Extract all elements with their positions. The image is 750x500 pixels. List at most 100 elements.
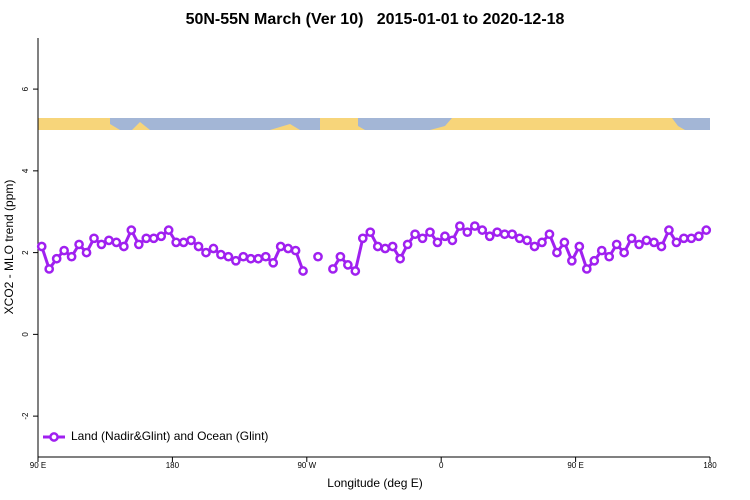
y-tick-label: 6 xyxy=(21,86,30,91)
point xyxy=(380,243,391,254)
point xyxy=(634,239,644,250)
point xyxy=(260,251,271,262)
point xyxy=(671,237,682,248)
point xyxy=(156,231,167,242)
x-tick-label: 180 xyxy=(703,461,717,470)
point xyxy=(447,235,458,246)
point xyxy=(581,264,592,274)
point xyxy=(268,257,279,268)
legend-label: Land (Nadir&Glint) and Ocean (Glint) xyxy=(71,429,268,443)
point xyxy=(216,249,226,260)
point xyxy=(51,253,62,264)
point xyxy=(343,260,353,270)
point xyxy=(656,241,667,252)
point xyxy=(693,231,704,242)
point xyxy=(133,239,144,250)
point xyxy=(275,241,286,252)
point xyxy=(66,251,77,262)
point xyxy=(574,241,585,252)
point xyxy=(514,233,525,244)
point xyxy=(126,225,137,235)
point xyxy=(492,227,503,238)
point xyxy=(171,237,181,248)
point xyxy=(499,229,510,240)
point xyxy=(96,239,107,250)
point xyxy=(567,255,577,266)
point xyxy=(186,235,196,246)
point xyxy=(686,233,697,244)
point xyxy=(626,233,637,244)
point xyxy=(350,266,361,276)
point xyxy=(664,225,674,235)
point xyxy=(357,233,368,244)
y-tick-label: 0 xyxy=(21,332,30,337)
point xyxy=(596,245,607,256)
chart-title: 50N-55N March (Ver 10) 2015-01-01 to 202… xyxy=(186,11,565,28)
point xyxy=(201,247,211,258)
point xyxy=(193,241,204,252)
point xyxy=(619,247,629,258)
point xyxy=(649,237,659,248)
point xyxy=(298,266,308,276)
point xyxy=(238,251,249,262)
point xyxy=(59,245,69,256)
point xyxy=(537,237,547,248)
point xyxy=(119,241,129,252)
point xyxy=(148,233,159,244)
point xyxy=(44,264,55,274)
y-tick-label: 4 xyxy=(21,168,30,173)
point xyxy=(387,241,398,252)
y-tick-label: -2 xyxy=(21,412,30,420)
x-tick-label: 180 xyxy=(166,461,180,470)
point xyxy=(402,239,413,250)
point xyxy=(111,237,122,248)
point xyxy=(372,241,383,252)
point xyxy=(231,255,241,266)
point xyxy=(163,225,174,235)
point xyxy=(178,237,189,248)
y-tick-label: 2 xyxy=(21,250,30,255)
point xyxy=(529,241,540,252)
point xyxy=(89,233,99,244)
point xyxy=(290,245,301,256)
point xyxy=(559,237,570,248)
point xyxy=(328,264,338,274)
x-tick-label: 90 E xyxy=(30,461,46,470)
point xyxy=(477,225,488,235)
point xyxy=(507,229,517,240)
point xyxy=(522,235,532,246)
point xyxy=(432,237,443,248)
y-axis-label: XCO2 - MLO trend (ppm) xyxy=(2,180,16,315)
point xyxy=(611,239,622,250)
point xyxy=(74,239,84,250)
x-tick-label: 0 xyxy=(439,461,444,470)
point xyxy=(462,227,473,238)
point xyxy=(469,221,480,231)
point xyxy=(589,255,600,266)
land-ocean-strip xyxy=(38,118,710,130)
point xyxy=(313,251,323,262)
point xyxy=(604,251,615,262)
point xyxy=(253,253,264,264)
point xyxy=(335,251,346,262)
point xyxy=(365,227,376,238)
point xyxy=(36,241,47,252)
point xyxy=(208,243,219,254)
point xyxy=(484,231,495,242)
point xyxy=(141,233,152,244)
legend-marker xyxy=(49,432,59,442)
point xyxy=(552,247,562,258)
x-tick-label: 90 E xyxy=(567,461,583,470)
point xyxy=(104,235,114,246)
point xyxy=(455,221,465,231)
x-axis-label: Longitude (deg E) xyxy=(327,476,422,490)
point xyxy=(641,235,652,246)
point xyxy=(223,251,234,262)
point xyxy=(417,233,428,244)
point xyxy=(245,253,256,264)
x-tick-label: 90 W xyxy=(297,461,316,470)
point xyxy=(544,229,555,240)
point xyxy=(701,225,712,235)
point xyxy=(440,231,450,242)
